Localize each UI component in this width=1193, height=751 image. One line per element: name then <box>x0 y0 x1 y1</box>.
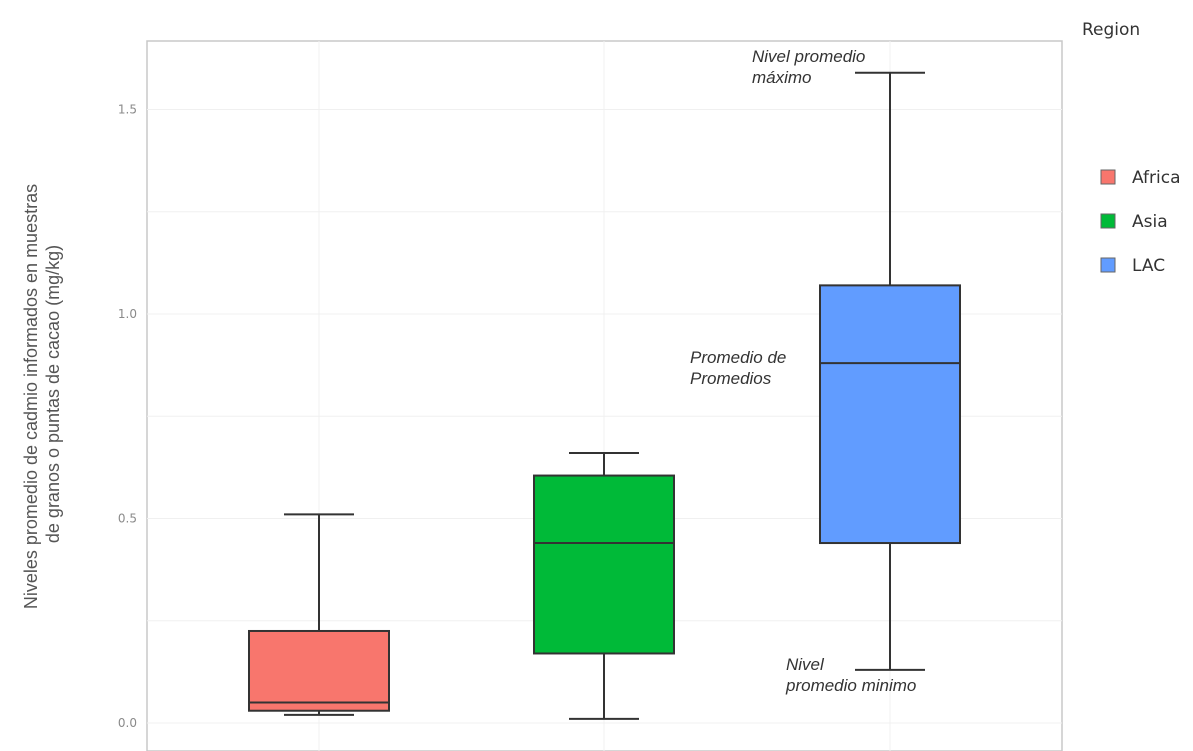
box-iqr <box>248 629 390 712</box>
y-axis-label-line-2: de granos o puntas de cacao (mg/kg) <box>43 245 63 543</box>
box-asia <box>533 452 675 720</box>
y-tick-label: 0.0 <box>118 716 137 730</box>
y-tick-labels: 0.0 0.5 1.0 1.5 <box>118 103 137 731</box>
annotation-max: Nivel promedio máximo <box>752 47 870 87</box>
annotation-max-line-1: Nivel promedio <box>752 47 865 66</box>
annotation-median-line-2: Promedios <box>690 369 772 388</box>
annotation-median: Promedio de Promedios <box>690 348 791 388</box>
legend-title: Region <box>1082 20 1140 40</box>
legend-swatch <box>1100 213 1116 229</box>
box-lac <box>819 71 961 671</box>
box-africa <box>248 513 390 716</box>
legend-entry-lac: LAC <box>1100 256 1165 276</box>
annotation-min-line-2: promedio minimo <box>785 676 916 695</box>
legend-entry-asia: Asia <box>1100 212 1168 232</box>
legend-label: LAC <box>1132 256 1165 276</box>
annotation-min-line-1: Nivel <box>786 655 825 674</box>
legend: Region Africa Asia LAC <box>1082 20 1181 276</box>
box-iqr <box>533 474 675 655</box>
boxes <box>248 71 961 720</box>
legend-swatch <box>1100 169 1116 185</box>
annotations: Nivel promedio máximo Promedio de Promed… <box>690 47 916 695</box>
y-axis-label-line-1: Niveles promedio de cadmio informados en… <box>21 184 41 609</box>
y-tick-label: 1.0 <box>118 307 137 321</box>
y-tick-label: 0.5 <box>118 512 137 526</box>
annotation-min: Nivel promedio minimo <box>785 655 916 695</box>
legend-label: Asia <box>1132 212 1168 232</box>
annotation-median-line-1: Promedio de <box>690 348 786 367</box>
y-axis-label: Niveles promedio de cadmio informados en… <box>21 179 63 609</box>
legend-entry-africa: Africa <box>1100 168 1181 188</box>
legend-entries: Africa Asia LAC <box>1100 168 1181 276</box>
annotation-max-line-2: máximo <box>752 68 812 87</box>
legend-label: Africa <box>1132 168 1181 188</box>
y-tick-label: 1.5 <box>118 103 137 117</box>
legend-swatch <box>1100 257 1116 273</box>
box-iqr <box>819 284 961 545</box>
